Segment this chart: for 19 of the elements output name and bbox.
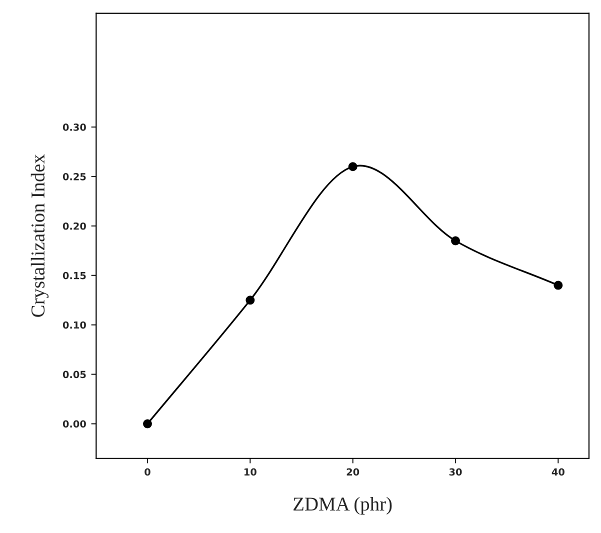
x-tick-label: 40 [552, 468, 564, 476]
y-tick-label: 0.00 [62, 420, 86, 428]
x-tick-label: 0 [144, 468, 150, 476]
y-tick-label: 0.10 [62, 321, 86, 329]
point [246, 296, 255, 305]
y-axis-title: Crystallization Index [30, 154, 49, 317]
x-tick-label: 30 [449, 468, 462, 476]
y-tick-label: 0.20 [62, 222, 86, 230]
point [142, 419, 152, 428]
x-tick-label: 10 [244, 468, 256, 476]
y-tick-label: 0.25 [62, 172, 86, 180]
x-axis-title: ZDMA (phr) [294, 496, 392, 515]
y-tick-label: 0.30 [62, 124, 86, 131]
point [451, 236, 460, 246]
point [348, 162, 358, 172]
y-tick-label: 0.15 [62, 272, 86, 280]
y-tick-label: 0.05 [62, 370, 86, 378]
x-tick-label: 20 [346, 468, 360, 476]
point [554, 280, 563, 290]
